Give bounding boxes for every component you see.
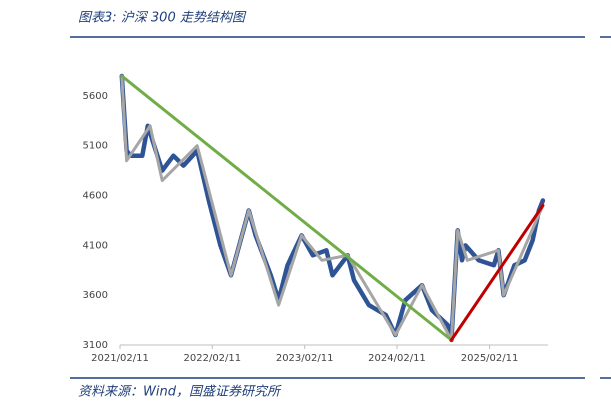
x-tick-label: 2021/02/11 [91, 353, 149, 364]
x-tick-label: 2022/02/11 [184, 353, 242, 364]
x-tick-label: 2023/02/11 [276, 353, 334, 364]
source-note: 资料来源：Wind，国盛证券研究所 [78, 384, 282, 400]
y-tick-label: 5600 [83, 91, 108, 102]
y-tick-label: 3600 [83, 290, 108, 301]
series-line [120, 74, 545, 342]
x-tick-label: 2024/02/11 [368, 353, 426, 364]
series-line [449, 204, 545, 342]
series-line [120, 74, 453, 342]
y-tick-label: 4600 [83, 191, 108, 202]
y-tick-label: 3100 [83, 340, 108, 351]
chart-title: 图表3: 沪深 300 走势结构图 [78, 11, 247, 26]
y-tick-label: 5100 [83, 141, 108, 152]
y-tick-label: 4100 [83, 240, 108, 251]
x-tick-label: 2025/02/11 [461, 353, 519, 364]
